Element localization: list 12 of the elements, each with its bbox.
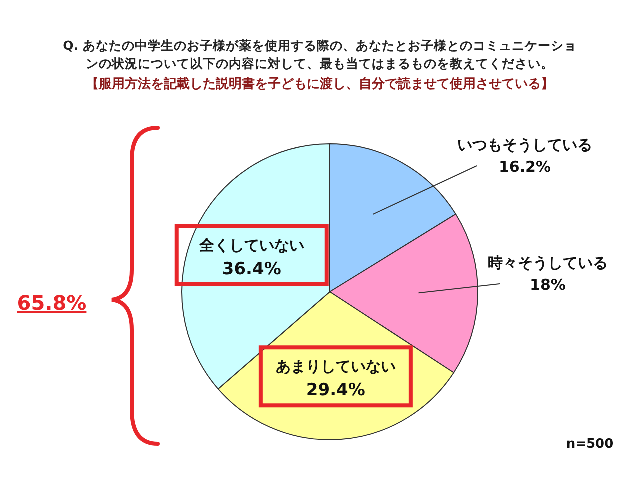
- chart-subtitle: 【服用方法を記載した説明書を子どもに渡し、自分で読ませて使用させている】: [86, 76, 554, 92]
- text: n=500: [566, 437, 614, 452]
- data-label: 18%: [530, 276, 566, 294]
- text: 65.8%: [17, 291, 87, 315]
- slice-label: あまりしていない: [276, 358, 396, 376]
- data-label: 29.4%: [306, 380, 366, 401]
- chart-title: Q. あなたの中学生のお子様が薬を使用する際の、あなたとお子様とのコミュニケーションの状況について以下の内容に対して、最も当てはまるものを教えてください。: [63, 38, 577, 71]
- slice-label: 全くしていない: [198, 236, 304, 254]
- data-label: 36.4%: [222, 259, 282, 280]
- slice-label: 時々そうしている: [488, 254, 608, 272]
- slice-label: いつもそうしている: [458, 136, 592, 154]
- data-label: 16.2%: [498, 158, 552, 176]
